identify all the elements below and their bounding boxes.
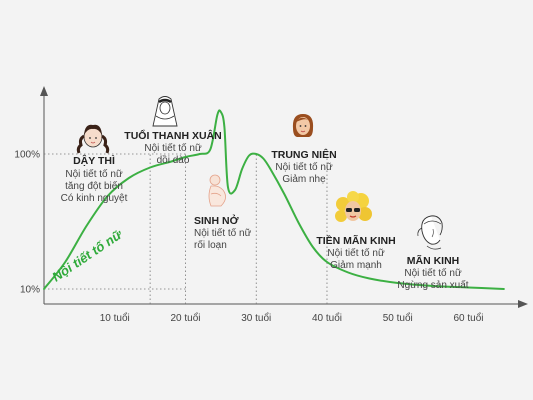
annotation-title: MÃN KINH bbox=[407, 254, 460, 267]
annotation-perimenopause: TIỀN MÃN KINH Nội tiết tố nữ Giảm mạnh bbox=[316, 234, 395, 271]
x-tick-label: 60 tuổi bbox=[453, 312, 483, 324]
annotation-title: TUỔI THANH XUÂN bbox=[124, 129, 221, 142]
annotation-youth: TUỔI THANH XUÂN Nội tiết tố nữ dồi dào bbox=[124, 129, 221, 166]
annotation-title: TRUNG NIÊN bbox=[271, 148, 336, 161]
annotation-middle-age: TRUNG NIÊN Nội tiết tố nữ Giảm nhẹ bbox=[271, 148, 336, 185]
x-tick-label: 30 tuổi bbox=[241, 312, 271, 324]
blonde-woman-sunglasses-icon bbox=[335, 191, 372, 222]
annotation-title: SINH NỞ bbox=[194, 214, 239, 227]
x-tick-label: 10 tuổi bbox=[100, 312, 130, 324]
annotation-puberty: DẬY THÌ Nội tiết tố nữ tăng đột biến Có … bbox=[61, 154, 128, 204]
annotation-line: dồi dào bbox=[157, 154, 190, 166]
bride-veil-icon bbox=[152, 96, 178, 127]
older-woman-sketch-icon bbox=[417, 215, 443, 250]
annotation-title: DẬY THÌ bbox=[73, 154, 115, 167]
annotation-line: Ngừng sản xuất bbox=[397, 279, 468, 291]
axes bbox=[40, 86, 528, 308]
annotation-line: Có kinh nguyệt bbox=[61, 193, 128, 204]
x-tick-label: 40 tuổi bbox=[312, 312, 342, 324]
y-tick-label: 10% bbox=[20, 285, 40, 296]
y-tick-label: 100% bbox=[14, 150, 40, 161]
x-axis-arrow bbox=[518, 300, 528, 308]
y-axis-arrow bbox=[40, 86, 48, 96]
x-tick-label: 20 tuổi bbox=[170, 312, 200, 324]
annotation-line: Nội tiết tố nữ bbox=[404, 267, 462, 279]
series-line-hormone bbox=[43, 109, 505, 290]
braided-girl-icon bbox=[76, 124, 110, 154]
annotation-line: Nội tiết tố nữ bbox=[65, 168, 123, 180]
x-tick-label: 50 tuổi bbox=[383, 312, 413, 324]
annotation-line: Nội tiết tố nữ bbox=[144, 142, 202, 154]
annotation-line: Nội tiết tố nữ bbox=[194, 227, 252, 239]
pregnant-woman-icon bbox=[208, 174, 226, 207]
annotation-line: Nội tiết tố nữ bbox=[327, 247, 385, 259]
annotation-line: tăng đột biến bbox=[65, 180, 123, 192]
annotation-line: Nội tiết tố nữ bbox=[275, 161, 333, 173]
annotation-line: Giảm mạnh bbox=[330, 260, 382, 271]
guide-lines bbox=[44, 153, 328, 304]
middle-aged-woman-icon bbox=[292, 114, 314, 137]
y-tick-labels: 100% 10% bbox=[14, 150, 40, 296]
curve-label: Nội tiết tố nữ bbox=[49, 226, 126, 285]
annotation-title: TIỀN MÃN KINH bbox=[316, 234, 395, 247]
annotation-childbirth: SINH NỞ Nội tiết tố nữ rối loạn bbox=[194, 214, 252, 251]
annotation-menopause: MÃN KINH Nội tiết tố nữ Ngừng sản xuất bbox=[397, 254, 468, 291]
annotation-line: Giảm nhẹ bbox=[282, 174, 326, 185]
annotation-line: rối loạn bbox=[194, 239, 227, 251]
x-tick-labels: 10 tuổi 20 tuổi 30 tuổi 40 tuổi 50 tuổi 60 tu… bbox=[100, 312, 484, 324]
